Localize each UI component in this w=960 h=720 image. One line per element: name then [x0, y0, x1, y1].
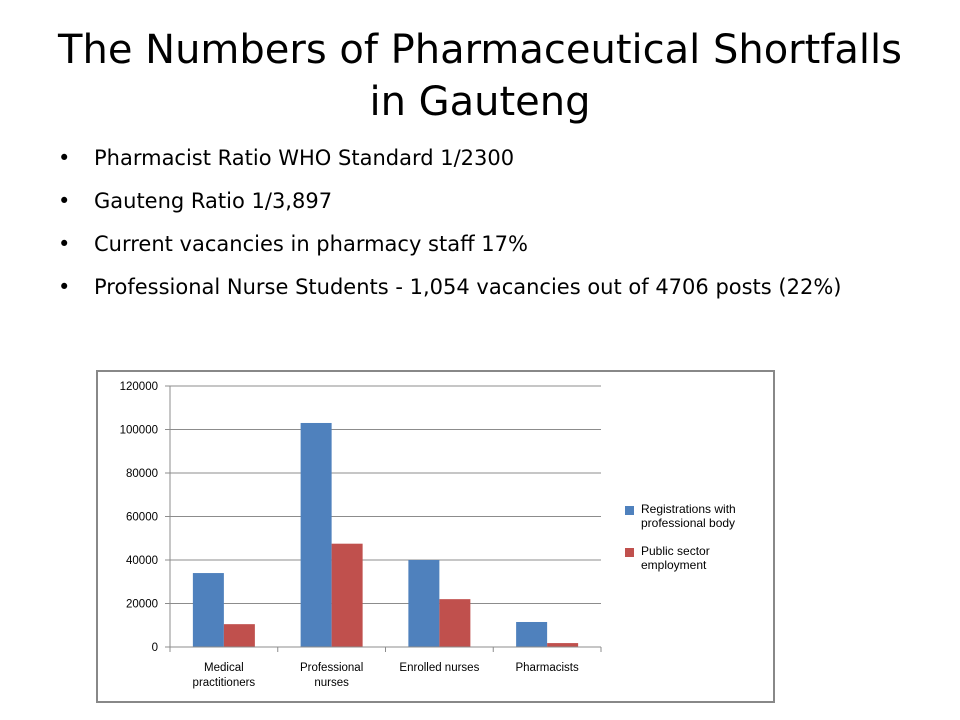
- legend-item-public-sector: Public sector employment: [625, 544, 765, 572]
- bar: [223, 624, 255, 647]
- y-tick-label: 120000: [120, 381, 158, 393]
- bullet-dot: •: [58, 232, 71, 256]
- y-tick-label: 40000: [126, 555, 158, 567]
- bullet-text: Current vacancies in pharmacy staff 17%: [94, 232, 528, 256]
- x-tick-label: Pharmacists: [515, 662, 579, 674]
- bar: [516, 621, 548, 647]
- bullet-dot: •: [58, 275, 71, 299]
- bar: [300, 422, 332, 647]
- bar-chart: 0 20000 40000 60000 80000 100000 120000 Medical…: [96, 370, 775, 703]
- chart-plot: 0 20000 40000 60000 80000 100000 120000 Medical…: [120, 381, 602, 689]
- bullet-item: • Pharmacist Ratio WHO Standard 1/2300: [58, 145, 918, 172]
- legend-item-registrations: Registrations with professional body: [625, 502, 765, 530]
- bullet-text: Professional Nurse Students - 1,054 vaca…: [94, 275, 842, 299]
- bullet-item: • Gauteng Ratio 1/3,897: [58, 188, 918, 215]
- legend-label: Public sector employment: [641, 544, 710, 572]
- slide-title: The Numbers of Pharmaceutical Shortfalls…: [58, 27, 902, 125]
- bullet-text: Pharmacist Ratio WHO Standard 1/2300: [94, 146, 515, 170]
- x-tick-label: Enrolled nurses: [399, 662, 479, 674]
- x-tick-label: Medical: [204, 662, 244, 674]
- bullet-item: • Current vacancies in pharmacy staff 17%: [58, 231, 918, 258]
- x-tick-label: practitioners: [193, 677, 256, 689]
- bullet-item: • Professional Nurse Students - 1,054 vac…: [58, 274, 918, 301]
- bar: [192, 573, 224, 647]
- bullet-list: • Pharmacist Ratio WHO Standard 1/2300 • G…: [58, 145, 918, 317]
- bar: [408, 560, 440, 647]
- bar: [547, 643, 579, 647]
- bar: [439, 599, 471, 647]
- legend-swatch: [625, 548, 634, 557]
- y-tick-label: 20000: [126, 599, 158, 611]
- x-tick-label: Professional: [300, 662, 363, 674]
- y-tick-label: 80000: [126, 468, 158, 480]
- chart-legend: Registrations with professional body Pub…: [625, 502, 765, 586]
- bullet-text: Gauteng Ratio 1/3,897: [94, 189, 333, 213]
- bullet-dot: •: [58, 146, 71, 170]
- y-tick-label: 100000: [120, 425, 158, 437]
- bar: [331, 543, 363, 647]
- bullet-dot: •: [58, 189, 71, 213]
- legend-label: Registrations with professional body: [641, 502, 736, 530]
- y-tick-label: 0: [152, 642, 158, 654]
- legend-swatch: [625, 506, 634, 515]
- y-tick-label: 60000: [126, 512, 158, 524]
- x-tick-label: nurses: [314, 677, 349, 689]
